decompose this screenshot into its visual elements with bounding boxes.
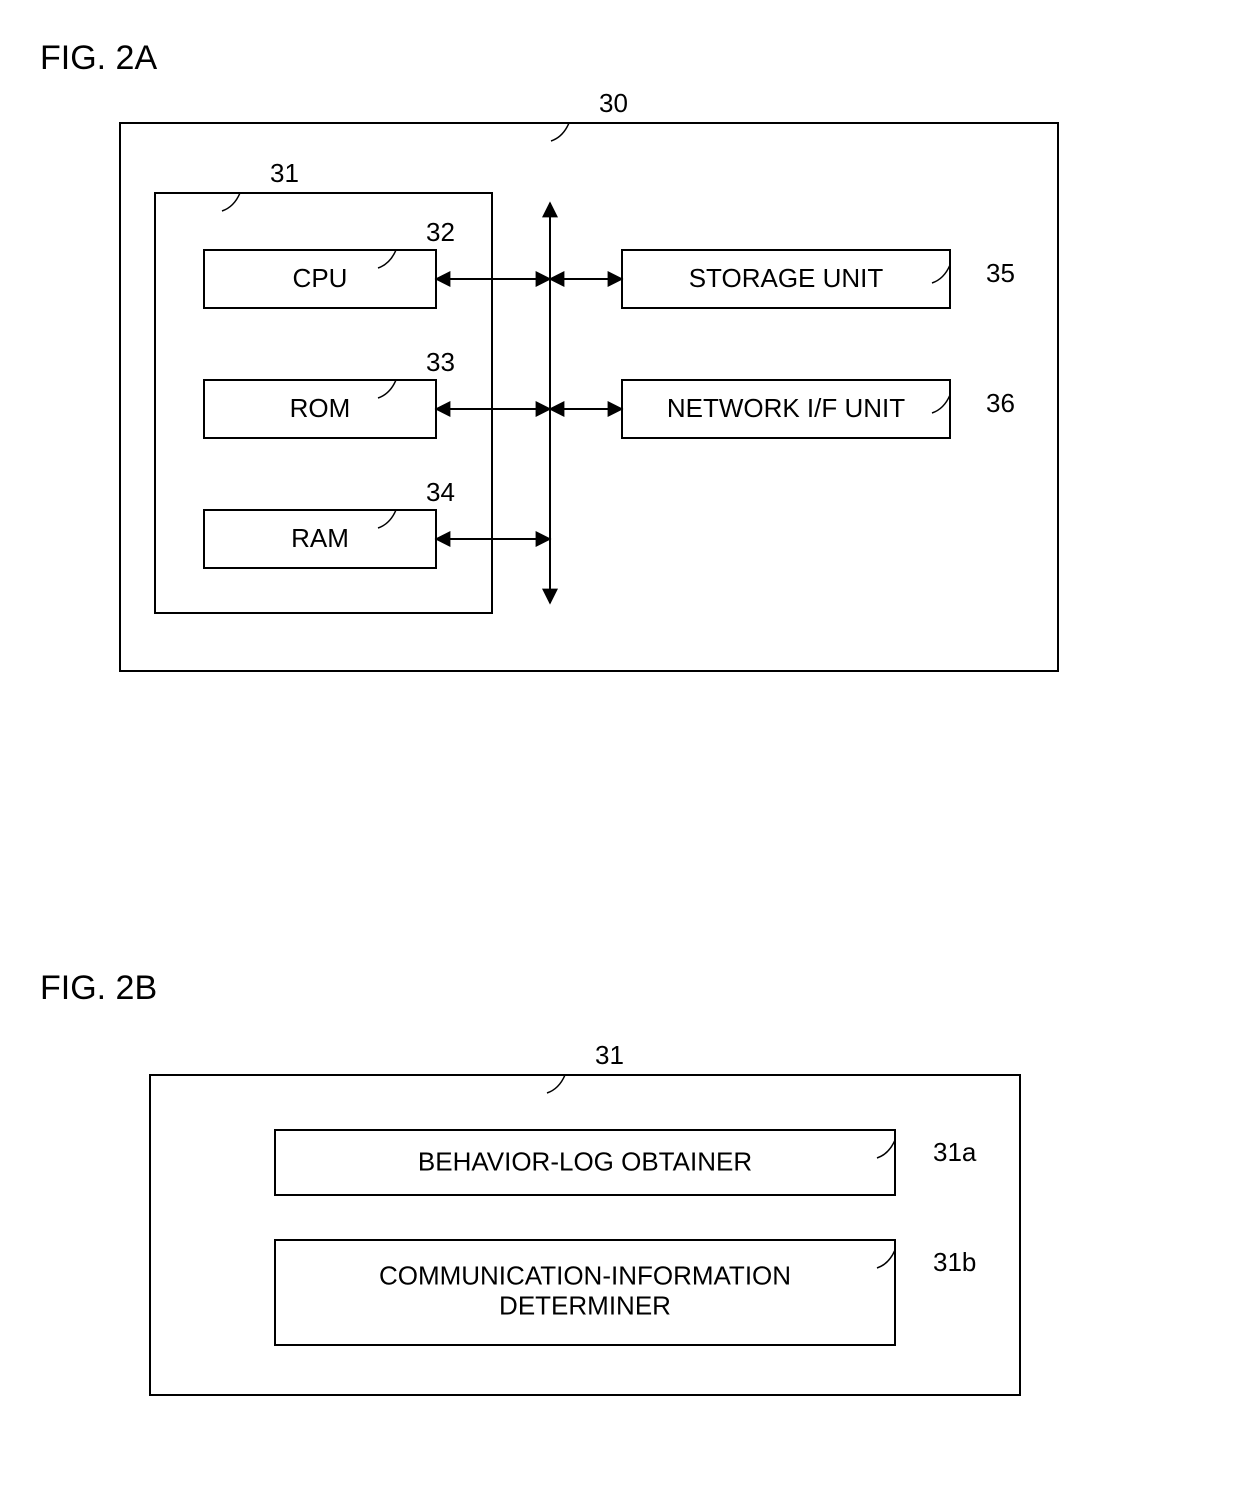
label-rom: ROM — [290, 393, 351, 423]
outer-box-31 — [150, 1075, 1020, 1395]
ref-number: 30 — [599, 88, 628, 118]
label-ram: RAM — [291, 523, 349, 553]
ref-number: 31 — [595, 1040, 624, 1070]
ref-number: 33 — [426, 347, 455, 377]
figure-canvas: FIG. 2A 30 31 CPU 32 ROM 33 RAM 34 STORAGE UNIT 35… — [0, 0, 1240, 1495]
label-right: NETWORK I/F UNIT — [667, 393, 905, 423]
func-label: BEHAVIOR-LOG OBTAINER — [418, 1146, 752, 1176]
ref-number: 31 — [270, 158, 299, 188]
ref-number: 34 — [426, 477, 455, 507]
func-label: COMMUNICATION-INFORMATION — [379, 1260, 791, 1290]
ref-number: 32 — [426, 217, 455, 247]
ref-number: 36 — [986, 388, 1015, 418]
label-cpu: CPU — [293, 263, 348, 293]
func-label: DETERMINER — [499, 1290, 671, 1320]
ref-number: 35 — [986, 258, 1015, 288]
label-right: STORAGE UNIT — [689, 263, 884, 293]
figure-title-2a: FIG. 2A — [40, 39, 157, 77]
ref-number: 31b — [933, 1247, 976, 1277]
figure-title-2b: FIG. 2B — [40, 969, 157, 1007]
ref-number: 31a — [933, 1137, 977, 1167]
